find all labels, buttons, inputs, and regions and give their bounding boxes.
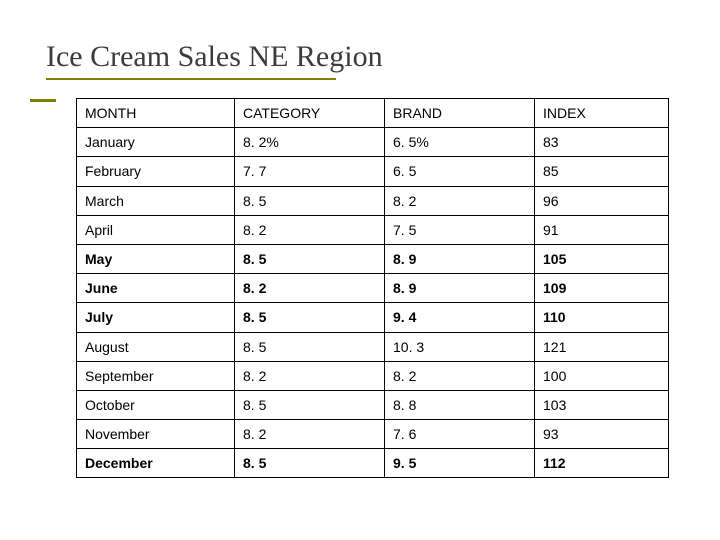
table-row: November8. 27. 693: [77, 420, 669, 449]
table-cell: 8. 5: [235, 244, 385, 273]
title-underline: [46, 78, 336, 80]
table-cell: 10. 3: [385, 332, 535, 361]
table-cell: 8. 5: [235, 303, 385, 332]
table-cell: 8. 2%: [235, 128, 385, 157]
table-cell: 103: [535, 390, 669, 419]
table-cell: 109: [535, 274, 669, 303]
table-cell: 96: [535, 186, 669, 215]
table-cell: 9. 4: [385, 303, 535, 332]
table-cell: December: [77, 449, 235, 478]
table-cell: August: [77, 332, 235, 361]
slide: Ice Cream Sales NE Region MONTH CATEGORY…: [0, 0, 720, 540]
accent-bar: [30, 99, 56, 102]
table-cell: 100: [535, 361, 669, 390]
table-cell: 8. 2: [385, 361, 535, 390]
table-cell: 6. 5%: [385, 128, 535, 157]
page-title: Ice Cream Sales NE Region: [46, 40, 383, 78]
table-cell: July: [77, 303, 235, 332]
table-cell: 7. 6: [385, 420, 535, 449]
table-cell: 93: [535, 420, 669, 449]
table-row: October8. 58. 8103: [77, 390, 669, 419]
table-cell: 8. 2: [235, 274, 385, 303]
table-cell: 8. 2: [235, 361, 385, 390]
table-cell: September: [77, 361, 235, 390]
table-cell: May: [77, 244, 235, 273]
table-cell: June: [77, 274, 235, 303]
table-cell: February: [77, 157, 235, 186]
table-row: June8. 28. 9109: [77, 274, 669, 303]
table-cell: 8. 5: [235, 332, 385, 361]
sales-table: MONTH CATEGORY BRAND INDEX January8. 2%6…: [76, 98, 669, 478]
table-cell: 8. 2: [235, 215, 385, 244]
table-cell: 91: [535, 215, 669, 244]
table-row: March8. 58. 296: [77, 186, 669, 215]
col-brand: BRAND: [385, 99, 535, 128]
table-cell: 83: [535, 128, 669, 157]
table-cell: 121: [535, 332, 669, 361]
table-cell: 8. 5: [235, 390, 385, 419]
table-body: January8. 2%6. 5%83February7. 76. 585Mar…: [77, 128, 669, 478]
table-header-row: MONTH CATEGORY BRAND INDEX: [77, 99, 669, 128]
table-cell: 7. 7: [235, 157, 385, 186]
table-row: April8. 27. 591: [77, 215, 669, 244]
table-row: January8. 2%6. 5%83: [77, 128, 669, 157]
table-cell: 8. 5: [235, 186, 385, 215]
table-cell: March: [77, 186, 235, 215]
table-cell: 8. 5: [235, 449, 385, 478]
col-index: INDEX: [535, 99, 669, 128]
table-cell: January: [77, 128, 235, 157]
table-cell: 9. 5: [385, 449, 535, 478]
col-category: CATEGORY: [235, 99, 385, 128]
table-cell: 112: [535, 449, 669, 478]
table-cell: April: [77, 215, 235, 244]
table-row: July8. 59. 4110: [77, 303, 669, 332]
table-cell: 85: [535, 157, 669, 186]
table-cell: 8. 9: [385, 274, 535, 303]
table-cell: 7. 5: [385, 215, 535, 244]
table-row: December8. 59. 5112: [77, 449, 669, 478]
table-cell: 8. 8: [385, 390, 535, 419]
table-cell: 8. 2: [235, 420, 385, 449]
table-row: September8. 28. 2100: [77, 361, 669, 390]
title-block: Ice Cream Sales NE Region: [46, 40, 674, 80]
table-cell: October: [77, 390, 235, 419]
table-cell: 105: [535, 244, 669, 273]
table-cell: 110: [535, 303, 669, 332]
table-row: August8. 510. 3121: [77, 332, 669, 361]
table-cell: 8. 9: [385, 244, 535, 273]
table-row: February7. 76. 585: [77, 157, 669, 186]
col-month: MONTH: [77, 99, 235, 128]
table-cell: November: [77, 420, 235, 449]
table-cell: 6. 5: [385, 157, 535, 186]
table-row: May8. 58. 9105: [77, 244, 669, 273]
table-cell: 8. 2: [385, 186, 535, 215]
